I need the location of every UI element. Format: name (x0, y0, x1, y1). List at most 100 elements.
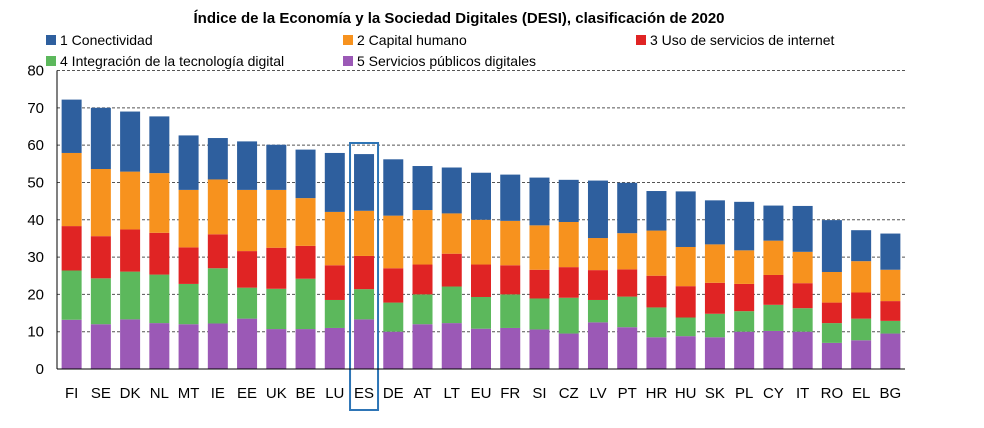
bar-segment-hu-s1 (675, 336, 696, 369)
bar-segment-sk-s2 (704, 313, 725, 338)
bar-segment-uk-s3 (266, 247, 287, 289)
bar-segment-cy-s5 (763, 205, 784, 241)
bar-segment-es-s5 (354, 154, 375, 211)
bar-segment-lu-s1 (324, 327, 345, 369)
bar-segment-dk-s4 (120, 171, 141, 230)
bar-segment-be-s2 (295, 278, 316, 330)
legend-label-integracion-tecnologia: 4 Integración de la tecnología digital (60, 53, 284, 69)
bar-segment-eu-s2 (471, 296, 491, 329)
bar-segment-de-s4 (383, 215, 404, 269)
bar-segment-at-s1 (412, 324, 433, 369)
bar-segment-cy-s4 (763, 240, 784, 275)
bar-segment-fr-s3 (500, 265, 521, 295)
x-tick-label-sk: SK (705, 385, 725, 402)
bar-segment-ee-s2 (237, 287, 258, 319)
bar-segment-be-s5 (295, 149, 316, 199)
bar-segment-el-s2 (851, 318, 872, 341)
bar-segment-mt-s2 (178, 283, 199, 325)
bar-segment-mt-s5 (178, 135, 199, 190)
bar-segment-nl-s1 (149, 323, 170, 369)
bar-segment-be-s1 (295, 329, 316, 369)
y-tick-label: 40 (27, 212, 44, 229)
bar-segment-it-s4 (792, 251, 813, 284)
bar-segment-cz-s3 (558, 267, 579, 298)
bar-segment-mt-s1 (178, 324, 199, 369)
legend-label-servicios-publicos: 5 Servicios públicos digitales (357, 53, 536, 69)
bar-segment-pt-s1 (617, 327, 638, 369)
bar-segment-be-s3 (295, 245, 316, 279)
legend-swatch-capital-humano (343, 35, 353, 45)
y-tick-label: 50 (27, 174, 44, 191)
bar-segment-eu-s1 (471, 328, 491, 369)
bar-segment-pl-s4 (734, 250, 755, 284)
x-axis: FI SE DK NL MT IE EE UK BE LU ES DE AT LT EU FR SI CZ LV PT… (57, 142, 905, 411)
bar-segment-pl-s3 (734, 283, 755, 312)
bar-segment-fr-s5 (500, 174, 521, 221)
bar-segment-pt-s5 (617, 182, 638, 234)
bar-segment-lt-s5 (441, 167, 462, 214)
bar-segment-cy-s1 (763, 330, 784, 369)
bar-segment-eu-s4 (471, 219, 491, 265)
x-tick-label-at: AT (413, 385, 431, 402)
bar-segment-hr-s3 (646, 275, 667, 308)
bar-segment-ee-s4 (237, 189, 258, 252)
bar-segment-lv-s4 (587, 238, 608, 271)
bar-segment-mt-s3 (178, 247, 199, 284)
bar-segment-el-s4 (851, 261, 872, 293)
x-tick-label-el: EL (852, 385, 870, 402)
bar-segment-es-s4 (354, 210, 375, 256)
bar-segment-sk-s1 (704, 337, 725, 369)
x-tick-label-ee: EE (237, 385, 257, 402)
bar-segment-fr-s1 (500, 327, 521, 369)
x-tick-label-fr: FR (500, 385, 520, 402)
bar-segment-si-s5 (529, 177, 550, 226)
bar-segment-ie-s1 (207, 323, 228, 369)
bar-segment-ee-s1 (237, 318, 258, 369)
bar-segment-ie-s3 (207, 234, 228, 269)
bar-segment-se-s2 (90, 278, 111, 325)
bar-segment-ie-s4 (207, 179, 228, 235)
bar-segment-cy-s3 (763, 274, 784, 305)
bar-segment-si-s3 (529, 269, 550, 299)
bar-segment-el-s5 (851, 230, 872, 262)
bar-segment-nl-s5 (149, 116, 170, 174)
bar-segment-it-s1 (792, 331, 813, 369)
bar-segment-hu-s3 (675, 286, 696, 318)
bar-segment-lv-s5 (587, 180, 608, 239)
bar-segment-it-s2 (792, 308, 813, 332)
bar-segment-lt-s4 (441, 213, 462, 254)
bar-segment-dk-s5 (120, 111, 141, 172)
x-tick-label-eu: EU (471, 385, 492, 402)
x-tick-label-pt: PT (618, 385, 637, 402)
bar-segment-sk-s4 (704, 244, 725, 283)
y-tick-label: 60 (27, 137, 44, 154)
bar-segment-hr-s2 (646, 307, 667, 338)
bar-segment-fi-s3 (61, 226, 82, 271)
bar-segment-si-s1 (529, 329, 550, 369)
x-tick-label-lv: LV (589, 385, 606, 402)
bar-segment-lu-s2 (324, 299, 345, 328)
bar-segment-lv-s2 (587, 299, 608, 323)
x-tick-label-uk: UK (266, 385, 287, 402)
bar-segment-uk-s5 (266, 144, 287, 190)
bar-segment-be-s4 (295, 198, 316, 246)
bar-segment-fi-s5 (61, 99, 82, 153)
x-tick-label-nl: NL (150, 385, 169, 402)
bar-segment-ro-s5 (821, 220, 842, 272)
bar-segment-bg-s4 (880, 269, 901, 302)
bar-segment-eu-s3 (471, 264, 491, 297)
bar-segment-cy-s2 (763, 304, 784, 331)
legend-label-uso-servicios-internet: 3 Uso de servicios de internet (650, 32, 835, 48)
bar-segment-hu-s5 (675, 191, 696, 247)
x-tick-label-it: IT (796, 385, 809, 402)
x-tick-label-mt: MT (178, 385, 200, 402)
bar-segment-sk-s3 (704, 282, 725, 314)
bar-segment-at-s3 (412, 264, 433, 295)
bar-segment-el-s1 (851, 340, 872, 369)
bar-segment-uk-s4 (266, 189, 287, 248)
x-tick-label-pl: PL (735, 385, 753, 402)
y-tick-label: 20 (27, 286, 44, 303)
bar-segment-de-s2 (383, 302, 404, 332)
bar-segment-nl-s3 (149, 232, 170, 275)
